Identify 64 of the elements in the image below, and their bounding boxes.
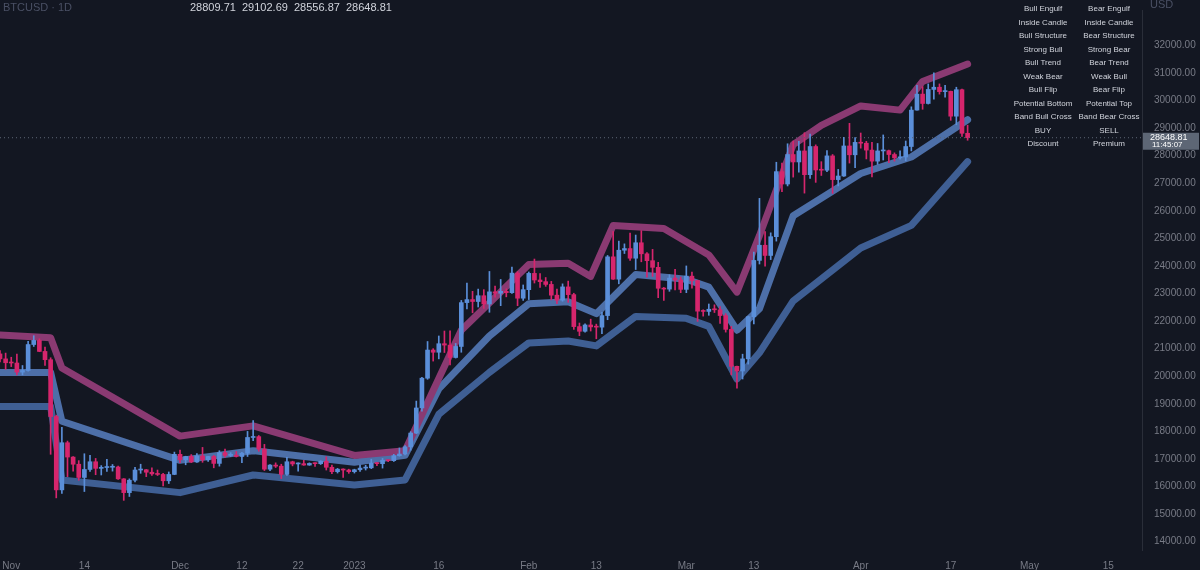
- y-tick-label: 15000.00: [1154, 507, 1197, 519]
- annotation: Potential Bottom: [1012, 97, 1074, 110]
- x-tick-label: May: [1020, 559, 1039, 570]
- x-tick-label: 2023: [343, 559, 366, 570]
- annotation: Strong Bull: [1022, 43, 1064, 56]
- annotation: Strong Bear: [1086, 43, 1132, 56]
- x-tick-label: 22: [292, 559, 305, 570]
- annotation: Bear Engulf: [1087, 3, 1131, 15]
- y-tick-label: 28000.00: [1154, 149, 1197, 161]
- annotation: Weak Bear: [1022, 70, 1064, 83]
- y-tick-label: 29000.00: [1154, 121, 1197, 133]
- annotation: Bull Flip: [1027, 84, 1059, 96]
- x-tick-label: 15: [1102, 559, 1115, 570]
- y-tick-label: 26000.00: [1154, 204, 1197, 216]
- annotation: Bull Structure: [1018, 30, 1068, 42]
- y-axis-title: USD: [1150, 0, 1174, 11]
- y-tick-label: 22000.00: [1154, 314, 1197, 326]
- y-tick-label: 16000.00: [1154, 480, 1197, 492]
- annotation: Discount: [1026, 138, 1060, 150]
- annotation: 28809.71: [190, 1, 236, 14]
- annotation: 29102.69: [242, 1, 288, 14]
- y-tick-label: 24000.00: [1154, 259, 1197, 271]
- x-tick-label: 14: [78, 559, 91, 570]
- annotation: Band Bull Cross: [1013, 111, 1073, 123]
- x-tick-label: Nov: [2, 559, 21, 570]
- y-tick-label: 14000.00: [1154, 535, 1197, 547]
- y-tick-label: 21000.00: [1154, 342, 1197, 354]
- annotation: Bear Trend: [1088, 57, 1130, 69]
- y-tick-label: 17000.00: [1154, 452, 1197, 464]
- x-tick-label: 13: [748, 559, 760, 570]
- annotation: Bull Trend: [1024, 57, 1062, 69]
- annotation: Weak Bull: [1090, 70, 1128, 83]
- x-tick-label: Apr: [852, 559, 870, 570]
- annotation: 28648.81: [346, 1, 392, 14]
- annotation: Inside Candle: [1017, 16, 1069, 29]
- annotation: Bull Engulf: [1022, 3, 1064, 15]
- annotation: Potential Top: [1084, 97, 1134, 110]
- chart-title: BTCUSD · 1D: [3, 1, 73, 14]
- y-tick-label: 31000.00: [1154, 66, 1197, 78]
- y-tick-label: 19000.00: [1154, 397, 1197, 409]
- ref-line-label: 28648.81: [1150, 131, 1188, 142]
- y-tick-label: 18000.00: [1154, 425, 1197, 437]
- annotation: Band Bear Cross: [1078, 111, 1140, 123]
- annotation: Bear Flip: [1092, 84, 1126, 96]
- annotation: Bear Structure: [1082, 30, 1136, 42]
- x-tick-label: 16: [433, 559, 445, 570]
- annotation: Premium: [1092, 138, 1126, 150]
- x-tick-label: Feb: [520, 559, 538, 570]
- annotation: BUY: [1033, 124, 1053, 137]
- x-tick-label: Mar: [677, 559, 696, 570]
- x-tick-label: 17: [945, 559, 957, 570]
- y-tick-label: 23000.00: [1154, 287, 1197, 299]
- y-tick-label: 27000.00: [1154, 176, 1197, 188]
- text: 11:45:07: [1152, 140, 1184, 150]
- annotation: Inside Candle: [1083, 16, 1135, 29]
- x-tick-label: 13: [590, 559, 603, 570]
- y-tick-label: 25000.00: [1154, 232, 1197, 244]
- annotation: 28556.87: [294, 1, 340, 14]
- x-tick-label: 12: [236, 559, 248, 570]
- y-tick-label: 20000.00: [1154, 370, 1197, 381]
- annotation: SELL: [1098, 124, 1120, 137]
- y-tick-label: 32000.00: [1154, 39, 1197, 51]
- x-tick-label: Dec: [171, 559, 189, 570]
- y-tick-label: 30000.00: [1154, 94, 1197, 106]
